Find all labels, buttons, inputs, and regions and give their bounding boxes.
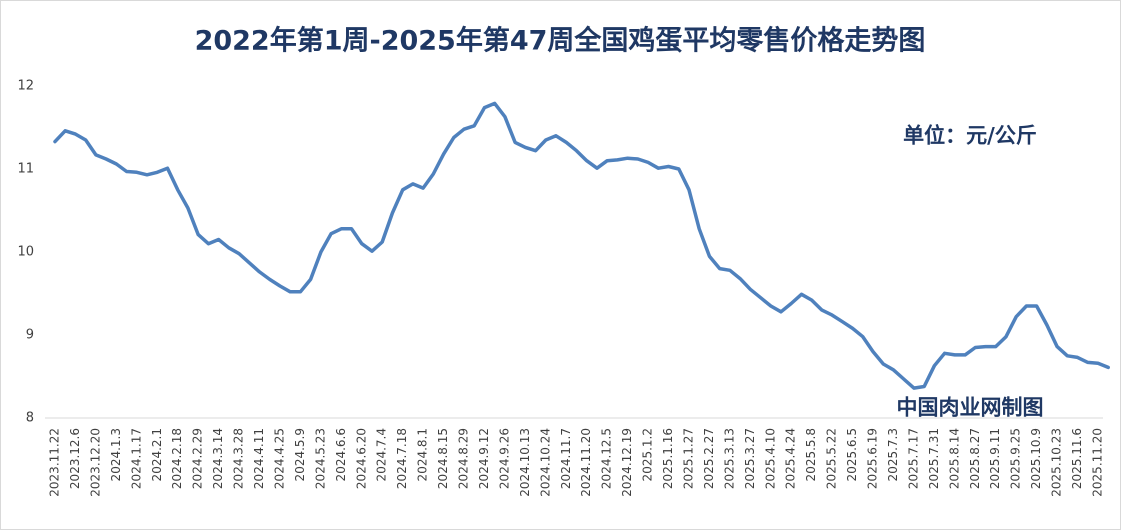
y-tick-label: 10 [17,245,34,260]
x-tick-label: 2025.6.19 [866,428,880,489]
x-tick-label: 2024.7.18 [395,428,409,489]
x-tick-label: 2024.4.25 [272,428,286,489]
x-tick-label: 2024.9.12 [477,428,491,489]
y-tick-label: 9 [26,328,34,343]
x-tick-label: 2024.8.15 [436,428,450,489]
x-tick-label: 2024.1.3 [109,428,123,481]
x-tick-label: 2024.9.26 [497,428,511,489]
x-tick-label: 2025.8.27 [968,428,982,489]
x-tick-label: 2023.11.22 [48,428,62,497]
x-tick-label: 2024.5.23 [313,428,327,489]
chart-title: 2022年第1周-2025年第47周全国鸡蛋平均零售价格走势图 [195,25,926,57]
x-tick-label: 2024.6.20 [354,428,368,489]
x-tick-label: 2024.10.13 [518,428,532,497]
x-tick-label: 2025.11.6 [1070,428,1084,489]
x-tick-label: 2025.1.2 [641,428,655,481]
x-tick-label: 2025.3.27 [743,428,757,489]
x-tick-label: 2025.5.22 [825,428,839,489]
y-tick-label: 8 [26,411,34,426]
x-tick-label: 2025.11.20 [1091,428,1105,497]
y-tick-label: 12 [17,79,34,94]
x-tick-label: 2025.4.10 [763,428,777,489]
x-tick-label: 2024.1.17 [129,428,143,489]
y-tick-label: 11 [17,162,34,177]
x-tick-label: 2024.12.19 [620,428,634,497]
x-tick-label: 2024.6.6 [334,428,348,481]
x-tick-label: 2025.7.31 [927,428,941,489]
x-tick-label: 2024.11.20 [579,428,593,497]
x-tick-label: 2025.9.25 [1009,428,1023,489]
data-line [53,101,1110,390]
x-tick-label: 2025.1.16 [661,428,675,489]
x-tick-label: 2025.10.9 [1029,428,1043,489]
x-tick-label: 2025.10.23 [1050,428,1064,497]
x-tick-label: 2024.2.1 [150,428,164,481]
x-tick-label: 2024.2.29 [191,428,205,489]
x-tick-label: 2024.3.14 [211,428,225,489]
x-tick-label: 2025.1.27 [681,428,695,489]
x-tick-label: 2023.12.6 [68,428,82,489]
x-tick-label: 2025.6.5 [845,428,859,481]
x-tick-label: 2024.5.9 [293,428,307,481]
unit-note: 单位：元/公斤 [903,123,1037,148]
x-tick-label: 2024.12.5 [600,428,614,489]
x-tick-label: 2024.8.29 [457,428,471,489]
x-tick-label: 2025.5.8 [804,428,818,481]
x-tick-label: 2025.9.11 [988,428,1002,489]
x-tick-label: 2025.3.13 [722,428,736,489]
x-tick-label: 2024.7.4 [375,428,389,481]
x-tick-label: 2024.11.7 [559,428,573,489]
x-tick-label: 2024.4.11 [252,428,266,489]
x-tick-label: 2024.8.1 [416,428,430,481]
x-tick-label: 2025.7.3 [886,428,900,481]
x-tick-label: 2025.7.17 [906,428,920,489]
x-tick-label: 2025.8.14 [947,428,961,489]
x-tick-label: 2024.3.28 [232,428,246,489]
x-tick-label: 2025.4.24 [784,428,798,489]
x-tick-label: 2024.2.18 [170,428,184,489]
x-tick-label: 2023.12.20 [88,428,102,497]
x-tick-label: 2025.2.27 [702,428,716,489]
source-note: 中国肉业网制图 [897,395,1044,420]
x-tick-label: 2024.10.24 [538,428,552,497]
